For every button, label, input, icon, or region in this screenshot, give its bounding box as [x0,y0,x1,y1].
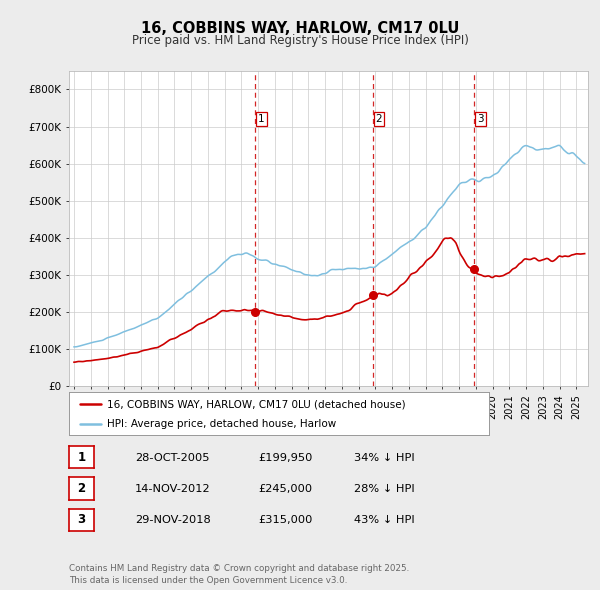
Text: 16, COBBINS WAY, HARLOW, CM17 0LU (detached house): 16, COBBINS WAY, HARLOW, CM17 0LU (detac… [107,399,406,409]
Text: 1: 1 [77,451,86,464]
Text: £315,000: £315,000 [258,516,313,525]
Text: HPI: Average price, detached house, Harlow: HPI: Average price, detached house, Harl… [107,419,336,429]
Text: 16, COBBINS WAY, HARLOW, CM17 0LU: 16, COBBINS WAY, HARLOW, CM17 0LU [141,21,459,35]
Text: 43% ↓ HPI: 43% ↓ HPI [354,516,415,525]
Text: 34% ↓ HPI: 34% ↓ HPI [354,453,415,463]
Text: Price paid vs. HM Land Registry's House Price Index (HPI): Price paid vs. HM Land Registry's House … [131,34,469,47]
Text: Contains HM Land Registry data © Crown copyright and database right 2025.
This d: Contains HM Land Registry data © Crown c… [69,565,409,585]
Text: 3: 3 [477,114,484,124]
Text: 3: 3 [77,513,86,526]
Text: 28-OCT-2005: 28-OCT-2005 [135,453,209,463]
Text: 1: 1 [258,114,265,124]
Text: 2: 2 [77,482,86,495]
Text: £245,000: £245,000 [258,484,312,494]
Text: 29-NOV-2018: 29-NOV-2018 [135,516,211,525]
Text: 14-NOV-2012: 14-NOV-2012 [135,484,211,494]
Text: 2: 2 [376,114,382,124]
Text: £199,950: £199,950 [258,453,313,463]
Text: 28% ↓ HPI: 28% ↓ HPI [354,484,415,494]
